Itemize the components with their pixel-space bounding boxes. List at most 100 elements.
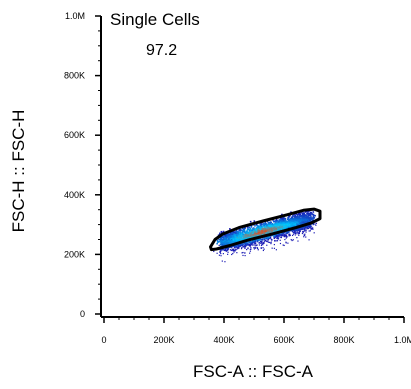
event-dot [243,231,245,233]
event-dot [224,240,227,242]
event-dot [280,222,282,225]
event-dot [282,221,285,224]
event-dot [283,235,285,237]
event-dot [213,250,215,253]
event-dot [224,235,227,238]
event-dot [307,227,310,230]
event-dot [292,218,295,220]
event-dot [229,228,231,230]
event-dot [253,247,255,249]
event-dot [234,240,237,242]
event-dot [242,234,245,237]
event-dot [310,228,313,230]
event-dot [255,230,257,233]
event-dot [278,222,281,224]
event-dot [314,214,316,217]
event-dot [261,226,263,229]
event-dot [297,223,299,226]
event-dot [285,241,287,243]
event-dot [302,213,305,216]
event-dot [232,231,235,234]
event-dot [279,242,282,245]
event-dot [220,241,222,244]
event-dot [255,234,257,237]
event-dot [291,239,293,242]
event-dot [253,235,256,237]
event-dot [296,219,298,221]
event-dot [253,241,256,244]
event-dot [294,224,297,226]
event-dot [273,227,276,229]
event-dot [272,225,274,228]
event-dot [219,250,222,252]
event-dot [306,213,308,215]
event-dot [239,228,242,231]
event-dot [275,225,277,228]
event-dot [241,252,243,254]
event-dot [257,247,259,250]
event-dot [255,227,258,229]
event-dot [264,239,267,242]
event-dot [279,239,281,241]
event-dot [224,237,226,240]
event-dot [276,236,279,238]
event-dot [269,223,272,226]
event-dot [243,245,245,247]
event-dot [253,236,255,238]
event-dot [244,252,246,254]
event-dot [277,226,279,229]
event-dot [266,223,269,226]
event-dot [229,236,231,238]
event-dot [252,227,254,230]
event-dot [265,230,268,232]
event-dot [300,216,303,218]
event-dot [279,219,282,222]
event-dot [259,227,262,229]
event-dot [298,213,300,216]
event-dot [236,247,238,249]
event-dot [269,231,271,234]
event-dot [276,240,278,242]
event-dot [227,253,229,255]
event-dot [254,239,257,241]
event-dot [239,239,242,242]
event-dot [257,239,260,242]
event-dot [218,241,220,243]
single-cells-gate[interactable] [209,207,322,252]
event-dot [220,243,223,246]
event-dot [249,234,252,236]
event-dot [256,232,259,235]
event-dot [307,221,309,223]
event-dot [253,248,256,250]
event-dot [249,229,251,232]
event-dot [247,231,249,234]
event-dot [285,227,287,229]
event-dot [309,211,312,214]
event-dot [225,250,228,252]
event-dot [289,221,291,223]
event-dot [257,230,260,233]
event-dot [247,242,249,245]
event-dot [303,222,306,224]
event-dot [302,222,305,224]
event-dot [249,230,251,233]
event-dot [305,220,307,223]
event-dot [249,231,252,234]
event-dot [304,214,307,217]
event-dot [285,237,287,239]
event-dot [278,220,281,223]
event-dot [230,239,233,242]
event-dot [240,233,243,236]
event-dot [288,219,291,222]
event-dot [293,223,295,226]
event-dot [260,233,262,236]
event-dot [220,238,223,241]
event-dot [247,234,249,237]
event-dot [276,229,279,232]
event-dot [291,229,293,232]
event-dot [281,222,283,225]
event-dot [270,225,273,227]
event-dot [224,234,227,237]
event-dot [301,232,304,235]
